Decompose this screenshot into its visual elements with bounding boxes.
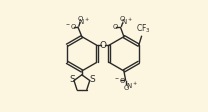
Text: $^-$O: $^-$O [113,76,126,85]
Text: O: O [124,85,129,91]
Text: N$^+$: N$^+$ [121,17,133,27]
Text: N$^+$: N$^+$ [78,16,90,27]
Text: O: O [99,41,106,50]
Text: S: S [69,75,75,84]
Text: O: O [112,24,118,30]
Text: N$^+$: N$^+$ [126,81,138,91]
Text: CF$_3$: CF$_3$ [136,23,150,35]
Text: $^-$O: $^-$O [64,22,78,31]
Text: S: S [89,75,95,84]
Text: O: O [78,16,83,22]
Text: O: O [120,16,125,22]
